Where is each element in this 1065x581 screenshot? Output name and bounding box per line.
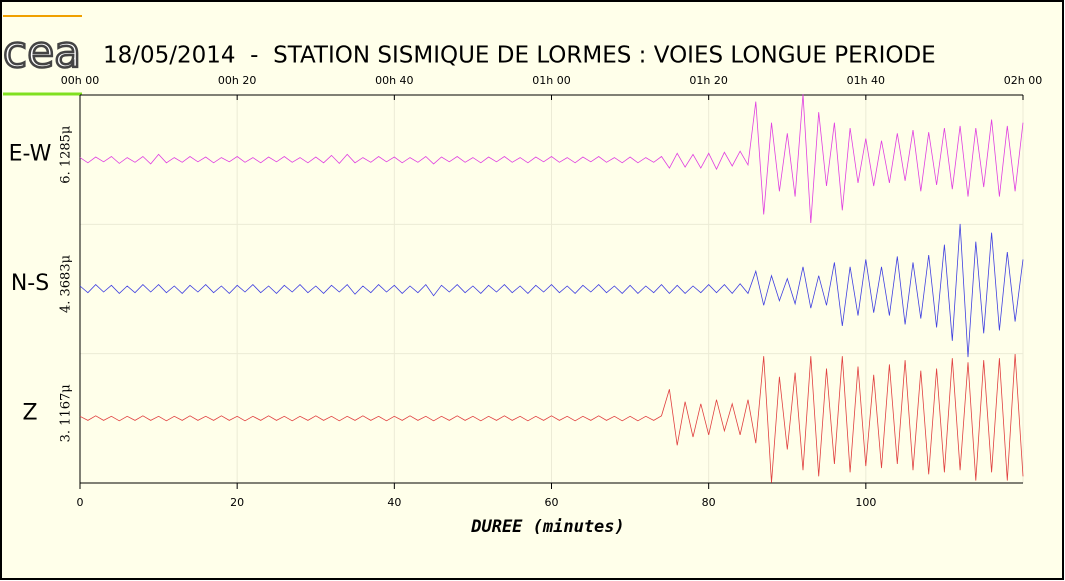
series-name: Z (22, 400, 37, 425)
x-tick-label: 100 (855, 496, 876, 509)
logo: cea (3, 27, 81, 78)
trace (79, 223, 1024, 358)
chart-title: 18/05/2014 - STATION SISMIQUE DE LORMES … (103, 43, 936, 69)
trace (79, 94, 1024, 224)
x2-tick-label: 00h 40 (375, 74, 413, 87)
series-name: N-S (11, 271, 49, 296)
x-tick-label: 0 (77, 496, 84, 509)
x-tick-label: 80 (702, 496, 716, 509)
x2-tick-label: 00h 00 (61, 74, 99, 87)
scale-label: 4. 3683μ (59, 255, 74, 313)
x2-tick-label: 01h 20 (689, 74, 727, 87)
x-tick-label: 60 (545, 496, 559, 509)
x2-tick-label: 01h 40 (847, 74, 885, 87)
x2-tick-label: 01h 00 (532, 74, 570, 87)
x-tick-label: 20 (230, 496, 244, 509)
scale-label: 6. 1285μ (59, 126, 74, 184)
x-axis-label: DUREE (minutes) (470, 517, 625, 537)
series-name: E-W (9, 142, 52, 167)
trace (79, 353, 1024, 483)
x2-tick-label: 02h 00 (1004, 74, 1042, 87)
x-tick-label: 40 (387, 496, 401, 509)
scale-label: 3. 1167μ (59, 384, 74, 442)
x2-tick-label: 00h 20 (218, 74, 256, 87)
